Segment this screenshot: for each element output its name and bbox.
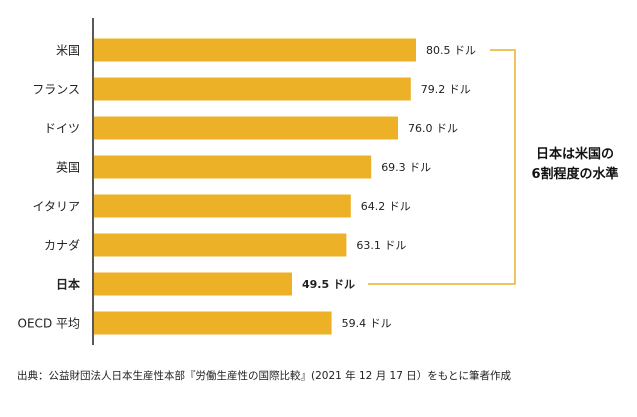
annotation-line-2: 6割程度の水準: [531, 166, 618, 182]
bar-4: [94, 194, 351, 218]
value-label: 63.1 ドル: [356, 239, 406, 252]
category-label: カナダ: [44, 238, 80, 253]
value-label: 79.2 ドル: [421, 83, 471, 96]
value-label: 80.5 ドル: [426, 44, 476, 57]
value-label: 69.3 ドル: [381, 161, 431, 174]
value-label: 64.2 ドル: [361, 200, 411, 213]
category-label: 日本: [56, 277, 80, 292]
category-label: ドイツ: [44, 122, 80, 136]
value-label: 49.5 ドル: [302, 278, 355, 291]
annotation-bracket: [368, 49, 516, 285]
bar-7: [94, 311, 332, 335]
source-note: 出典：公益財団法人日本生産性本部『労働生産性の国際比較』(2021 年 12 月…: [17, 370, 512, 382]
bar-3: [94, 155, 372, 179]
category-label: フランス: [32, 83, 80, 97]
annotation-line-1: 日本は米国の: [536, 146, 614, 162]
bar-0: [94, 38, 416, 62]
annotation-group: 日本は米国の 6割程度の水準: [368, 49, 619, 285]
bar-5: [94, 233, 347, 257]
category-label: OECD 平均: [18, 317, 80, 331]
bar-1: [94, 77, 411, 101]
bar-2: [94, 116, 398, 140]
category-label: 米国: [56, 44, 80, 58]
bar-6: [94, 272, 292, 296]
category-label: 英国: [56, 161, 80, 175]
category-label: イタリア: [32, 200, 80, 214]
value-label: 76.0 ドル: [408, 122, 458, 135]
value-label: 59.4 ドル: [342, 317, 392, 330]
